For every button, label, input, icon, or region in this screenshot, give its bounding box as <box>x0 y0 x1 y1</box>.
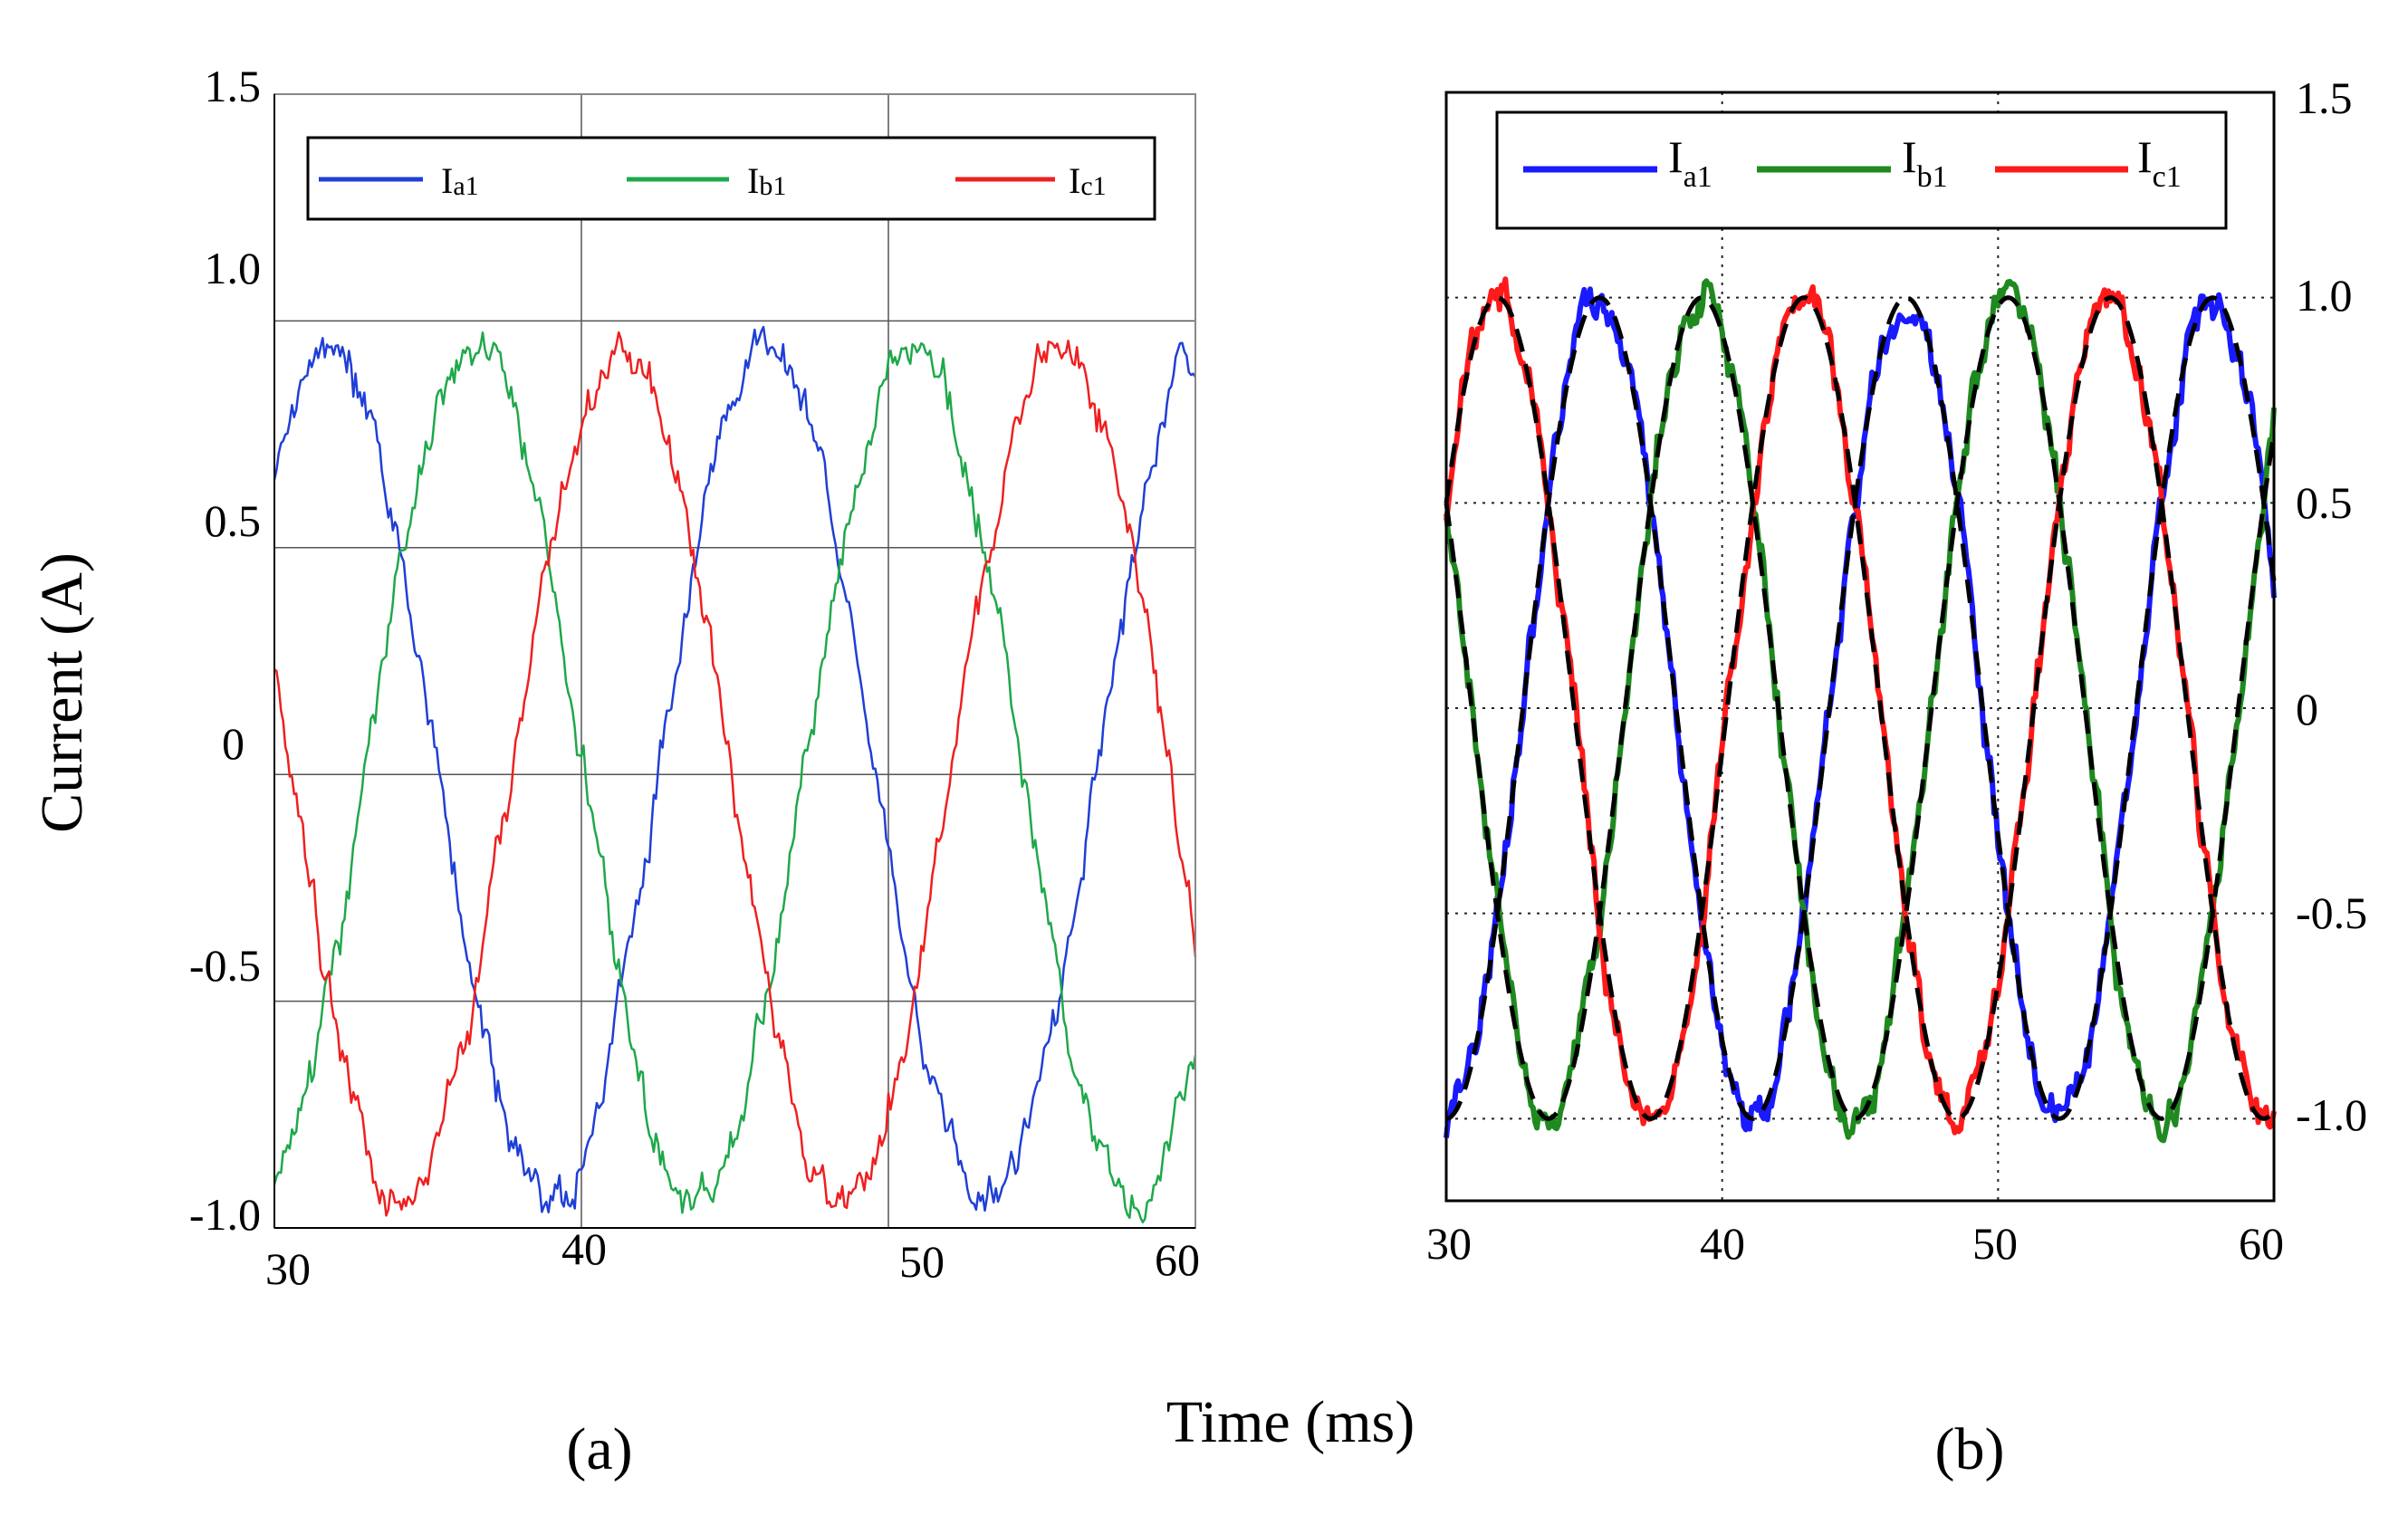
panel-b-series <box>1444 276 2277 1144</box>
panel-b-xtick-label: 60 <box>2239 1218 2284 1269</box>
x-axis-label: Time (ms) <box>1166 1389 1415 1455</box>
panel-a-legend-label-ic1: Ic1 <box>1069 160 1107 201</box>
panel-b-series-line-c1 <box>1444 276 2277 1136</box>
panel-a-ytick-label: 1.0 <box>205 243 262 293</box>
panel-b-reference-line-b1 <box>1444 295 2277 1121</box>
panel-b-ytick-label: -1.0 <box>2296 1089 2367 1140</box>
panel-a-series-line-a1 <box>273 325 1197 1213</box>
panel-b-ytick-label: 0 <box>2296 684 2318 734</box>
panel-a-ytick-label: -1.0 <box>189 1189 261 1240</box>
panel-b-ytick-label: -0.5 <box>2296 887 2367 938</box>
panel-b-xtick-label: 50 <box>1972 1218 2018 1269</box>
panel-b-xtick-label: 40 <box>1700 1218 1745 1269</box>
panel-b-xtick-label: 30 <box>1426 1218 1472 1269</box>
panel-b-plot-frame <box>1444 91 2276 1203</box>
panel-a-plot-frame <box>273 93 1196 1229</box>
panel-a-grid <box>274 94 1195 1228</box>
panel-b-chart: 1.5 1.0 0.5 0 -0.5 -1.0 30 40 50 60 Ia1 … <box>1426 72 2367 1482</box>
panel-b-reference-line-c1 <box>1444 295 2277 1121</box>
panel-a-xtick-label: 60 <box>1155 1234 1200 1285</box>
panel-a-label: (a) <box>566 1416 632 1482</box>
y-axis-label: Current (A) <box>29 552 95 833</box>
panel-b-ytick-label: 0.5 <box>2296 477 2353 528</box>
panel-a-series <box>273 325 1197 1223</box>
panel-a-xtick-label: 50 <box>899 1236 945 1287</box>
panel-b-ytick-label: 1.0 <box>2296 270 2353 321</box>
panel-b-legend-label-ia1: Ia1 <box>1668 131 1712 194</box>
panel-a-legend-label-ia1: Ia1 <box>441 160 479 201</box>
panel-b-label: (b) <box>1935 1416 2005 1482</box>
panel-a-xtick-label: 30 <box>265 1243 311 1294</box>
panel-a-ytick-label: 0.5 <box>205 495 262 546</box>
panel-b-legend-label-ic1: Ic1 <box>2137 131 2182 194</box>
panel-a-chart: 1.5 1.0 0.5 0 -0.5 -1.0 30 40 50 60 Ia1 … <box>189 61 1200 1482</box>
panel-a-series-line-c1 <box>273 331 1197 1217</box>
panel-a-ytick-label: -0.5 <box>189 940 261 991</box>
panel-a-xtick-label: 40 <box>561 1223 607 1274</box>
panel-a-legend-label-ib1: Ib1 <box>747 160 786 201</box>
panel-b-legend: Ia1 Ib1 Ic1 <box>1495 110 2228 230</box>
panel-b-reference-line-a1 <box>1445 295 2277 1121</box>
panel-b-legend-label-ib1: Ib1 <box>1902 131 1948 194</box>
panel-a-series-line-b1 <box>273 331 1197 1223</box>
panel-b-series-line-a1 <box>1444 286 2277 1138</box>
panel-b-ytick-label: 1.5 <box>2296 72 2353 123</box>
panel-a-ytick-label: 0 <box>222 718 245 769</box>
panel-a-ytick-label: 1.5 <box>205 61 262 111</box>
panel-a-legend: Ia1 Ib1 Ic1 <box>306 136 1156 221</box>
panel-b-series-line-b1 <box>1444 278 2277 1144</box>
